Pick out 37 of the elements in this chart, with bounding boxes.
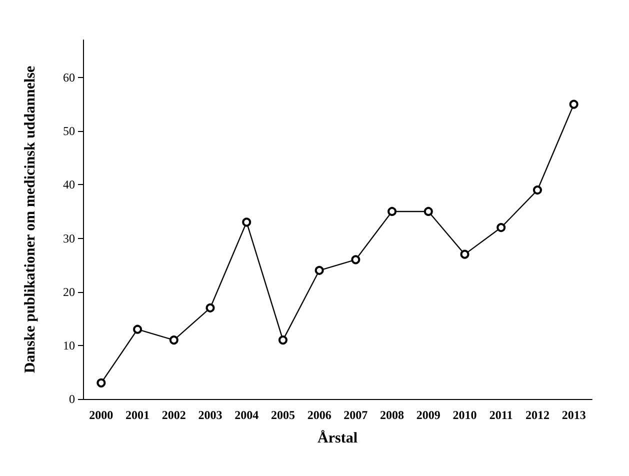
y-tick-label: 0 [69, 392, 75, 406]
y-tick-label: 10 [63, 338, 75, 352]
point [133, 324, 142, 334]
x-tick-label: 2013 [562, 408, 586, 422]
point [169, 336, 178, 345]
x-tick-label: 2012 [525, 408, 550, 422]
x-tick-label: 2004 [234, 408, 259, 422]
x-tick-label: 2008 [380, 408, 404, 422]
x-tick-label: 2007 [344, 408, 368, 422]
point [96, 378, 106, 388]
x-tick-label: 2001 [126, 408, 150, 422]
x-tick-label: 2006 [307, 408, 332, 422]
point [569, 100, 578, 109]
y-tick-label: 40 [63, 178, 75, 192]
x-tick-label: 2009 [416, 408, 440, 422]
y-axis-title: Danske publikationer om medicinsk uddannelse [22, 66, 38, 374]
x-tick-label: 2000 [89, 408, 114, 422]
y-tick-label: 30 [63, 231, 75, 246]
point [206, 303, 215, 312]
point [314, 266, 324, 275]
point [460, 250, 470, 259]
point [496, 223, 506, 232]
x-tick-label: 2003 [198, 408, 222, 422]
y-tick-label: 60 [63, 70, 75, 85]
point [278, 336, 288, 345]
point [532, 186, 542, 195]
point [388, 206, 397, 216]
x-tick-label: 2011 [489, 408, 513, 422]
y-tick-label: 50 [63, 124, 75, 138]
x-tick-label: 2010 [452, 408, 477, 422]
point [351, 255, 360, 264]
point [424, 206, 433, 216]
y-tick-label: 20 [63, 284, 75, 299]
x-tick-label: 2005 [270, 408, 295, 422]
x-tick-label: 2002 [162, 408, 186, 422]
x-axis-title: Årstal [318, 430, 358, 446]
point [242, 218, 252, 227]
